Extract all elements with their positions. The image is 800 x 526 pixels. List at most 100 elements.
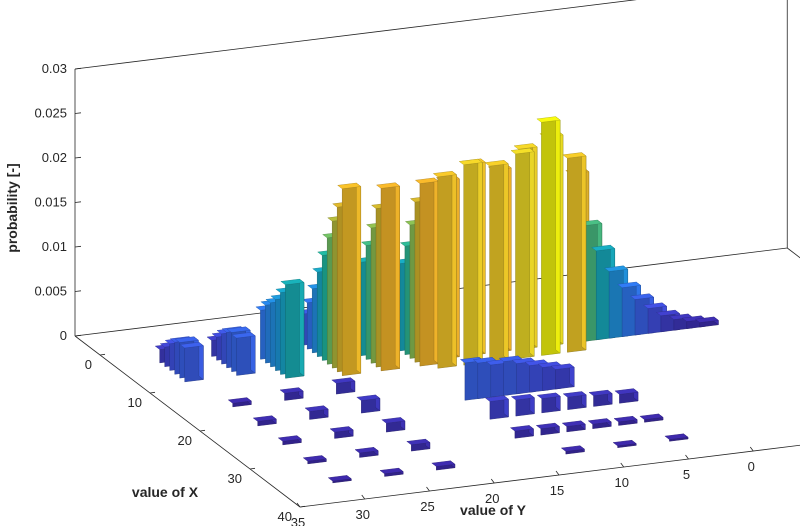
axis-line [787, 247, 800, 259]
y-tick-label: 10 [615, 475, 629, 490]
bar-face [477, 158, 483, 364]
z-axis-ticks: 0 0.005 0.01 0.015 0.02 0.025 0.03 [34, 61, 82, 343]
bar [550, 363, 575, 390]
bar-top [604, 265, 629, 272]
tick-mark [490, 478, 495, 484]
tick-mark [74, 67, 82, 70]
y-tick-label: 0 [748, 459, 755, 474]
tick-mark [199, 429, 206, 432]
bar [587, 418, 612, 429]
bar-top [431, 460, 456, 467]
bar-top [536, 116, 561, 123]
bar-top [591, 244, 616, 252]
bar [536, 392, 561, 414]
bar [694, 316, 719, 328]
axis-line [74, 0, 637, 70]
bar [227, 397, 252, 408]
bar [379, 467, 404, 477]
y-tick-label: 35 [291, 515, 305, 526]
bar-top [484, 395, 510, 402]
bar-top [354, 447, 379, 454]
bar-top [304, 405, 329, 412]
tick-mark [74, 112, 82, 114]
bar [535, 422, 560, 436]
bar-top [560, 445, 585, 452]
bar-top [406, 438, 431, 446]
tick-mark [99, 353, 106, 356]
bar [510, 393, 535, 417]
tick-mark [149, 391, 156, 394]
bar [329, 426, 354, 439]
x-tick-label: 10 [128, 395, 142, 410]
bar [458, 158, 483, 366]
x-axis-ticks: 0 10 20 30 40 [85, 353, 306, 524]
axes-box-front [74, 335, 800, 508]
z-tick-label: 0.02 [42, 150, 67, 165]
bar-top [329, 426, 354, 433]
x-axis-line [74, 335, 301, 508]
bar-top [302, 455, 327, 462]
bar-top [337, 182, 362, 190]
bar-face [250, 331, 256, 374]
tick-mark [74, 334, 82, 337]
bar-top [536, 392, 561, 399]
tick-mark [249, 467, 256, 470]
tick-mark [426, 486, 430, 492]
bar-face [198, 341, 204, 381]
bar [331, 377, 356, 395]
bar [484, 395, 510, 420]
bar [432, 170, 458, 369]
bar [510, 147, 535, 359]
bar-top [356, 394, 381, 401]
tick-mark [74, 290, 82, 292]
bar-top [458, 158, 483, 166]
bar [304, 405, 329, 420]
bar-face [503, 159, 509, 361]
bar-top [226, 326, 251, 333]
bar-top [694, 316, 719, 323]
bar-top [655, 309, 681, 317]
bar-top [277, 435, 302, 442]
bar [252, 415, 277, 427]
bar-face [299, 278, 305, 377]
bar-top [612, 439, 637, 447]
bar [664, 433, 689, 442]
z-tick-label: 0.005 [34, 284, 67, 299]
bar-top [327, 475, 352, 482]
bar-top [562, 152, 587, 159]
bar [562, 152, 587, 353]
bar [536, 116, 561, 356]
bar-top [614, 388, 639, 395]
bar [302, 455, 327, 465]
bar [560, 445, 585, 455]
z-tick-label: 0.025 [34, 106, 67, 121]
bar [509, 424, 535, 439]
x-tick-label: 20 [178, 433, 192, 448]
z-tick-label: 0.01 [42, 239, 67, 254]
bar [354, 446, 379, 458]
z-tick-label: 0.03 [42, 61, 67, 76]
y-tick-label: 15 [550, 483, 564, 498]
bar-top [513, 143, 538, 150]
bar-face [581, 152, 587, 351]
bar [356, 394, 381, 414]
z-tick-label: 0.015 [34, 195, 67, 210]
bar-top [642, 302, 668, 309]
bar [562, 391, 587, 410]
bar-top [432, 170, 458, 178]
y-tick-label: 30 [356, 507, 370, 522]
bar-top [535, 422, 560, 430]
tick-mark [296, 502, 301, 508]
bar-top [562, 391, 587, 398]
bar [337, 182, 362, 376]
bar-top [331, 377, 356, 384]
x-axis-label: value of X [132, 484, 199, 500]
bar [406, 438, 431, 452]
bar [277, 435, 302, 446]
bar-top [664, 433, 689, 440]
bar [179, 341, 204, 383]
bar-top [174, 336, 199, 343]
tick-mark [361, 494, 366, 500]
